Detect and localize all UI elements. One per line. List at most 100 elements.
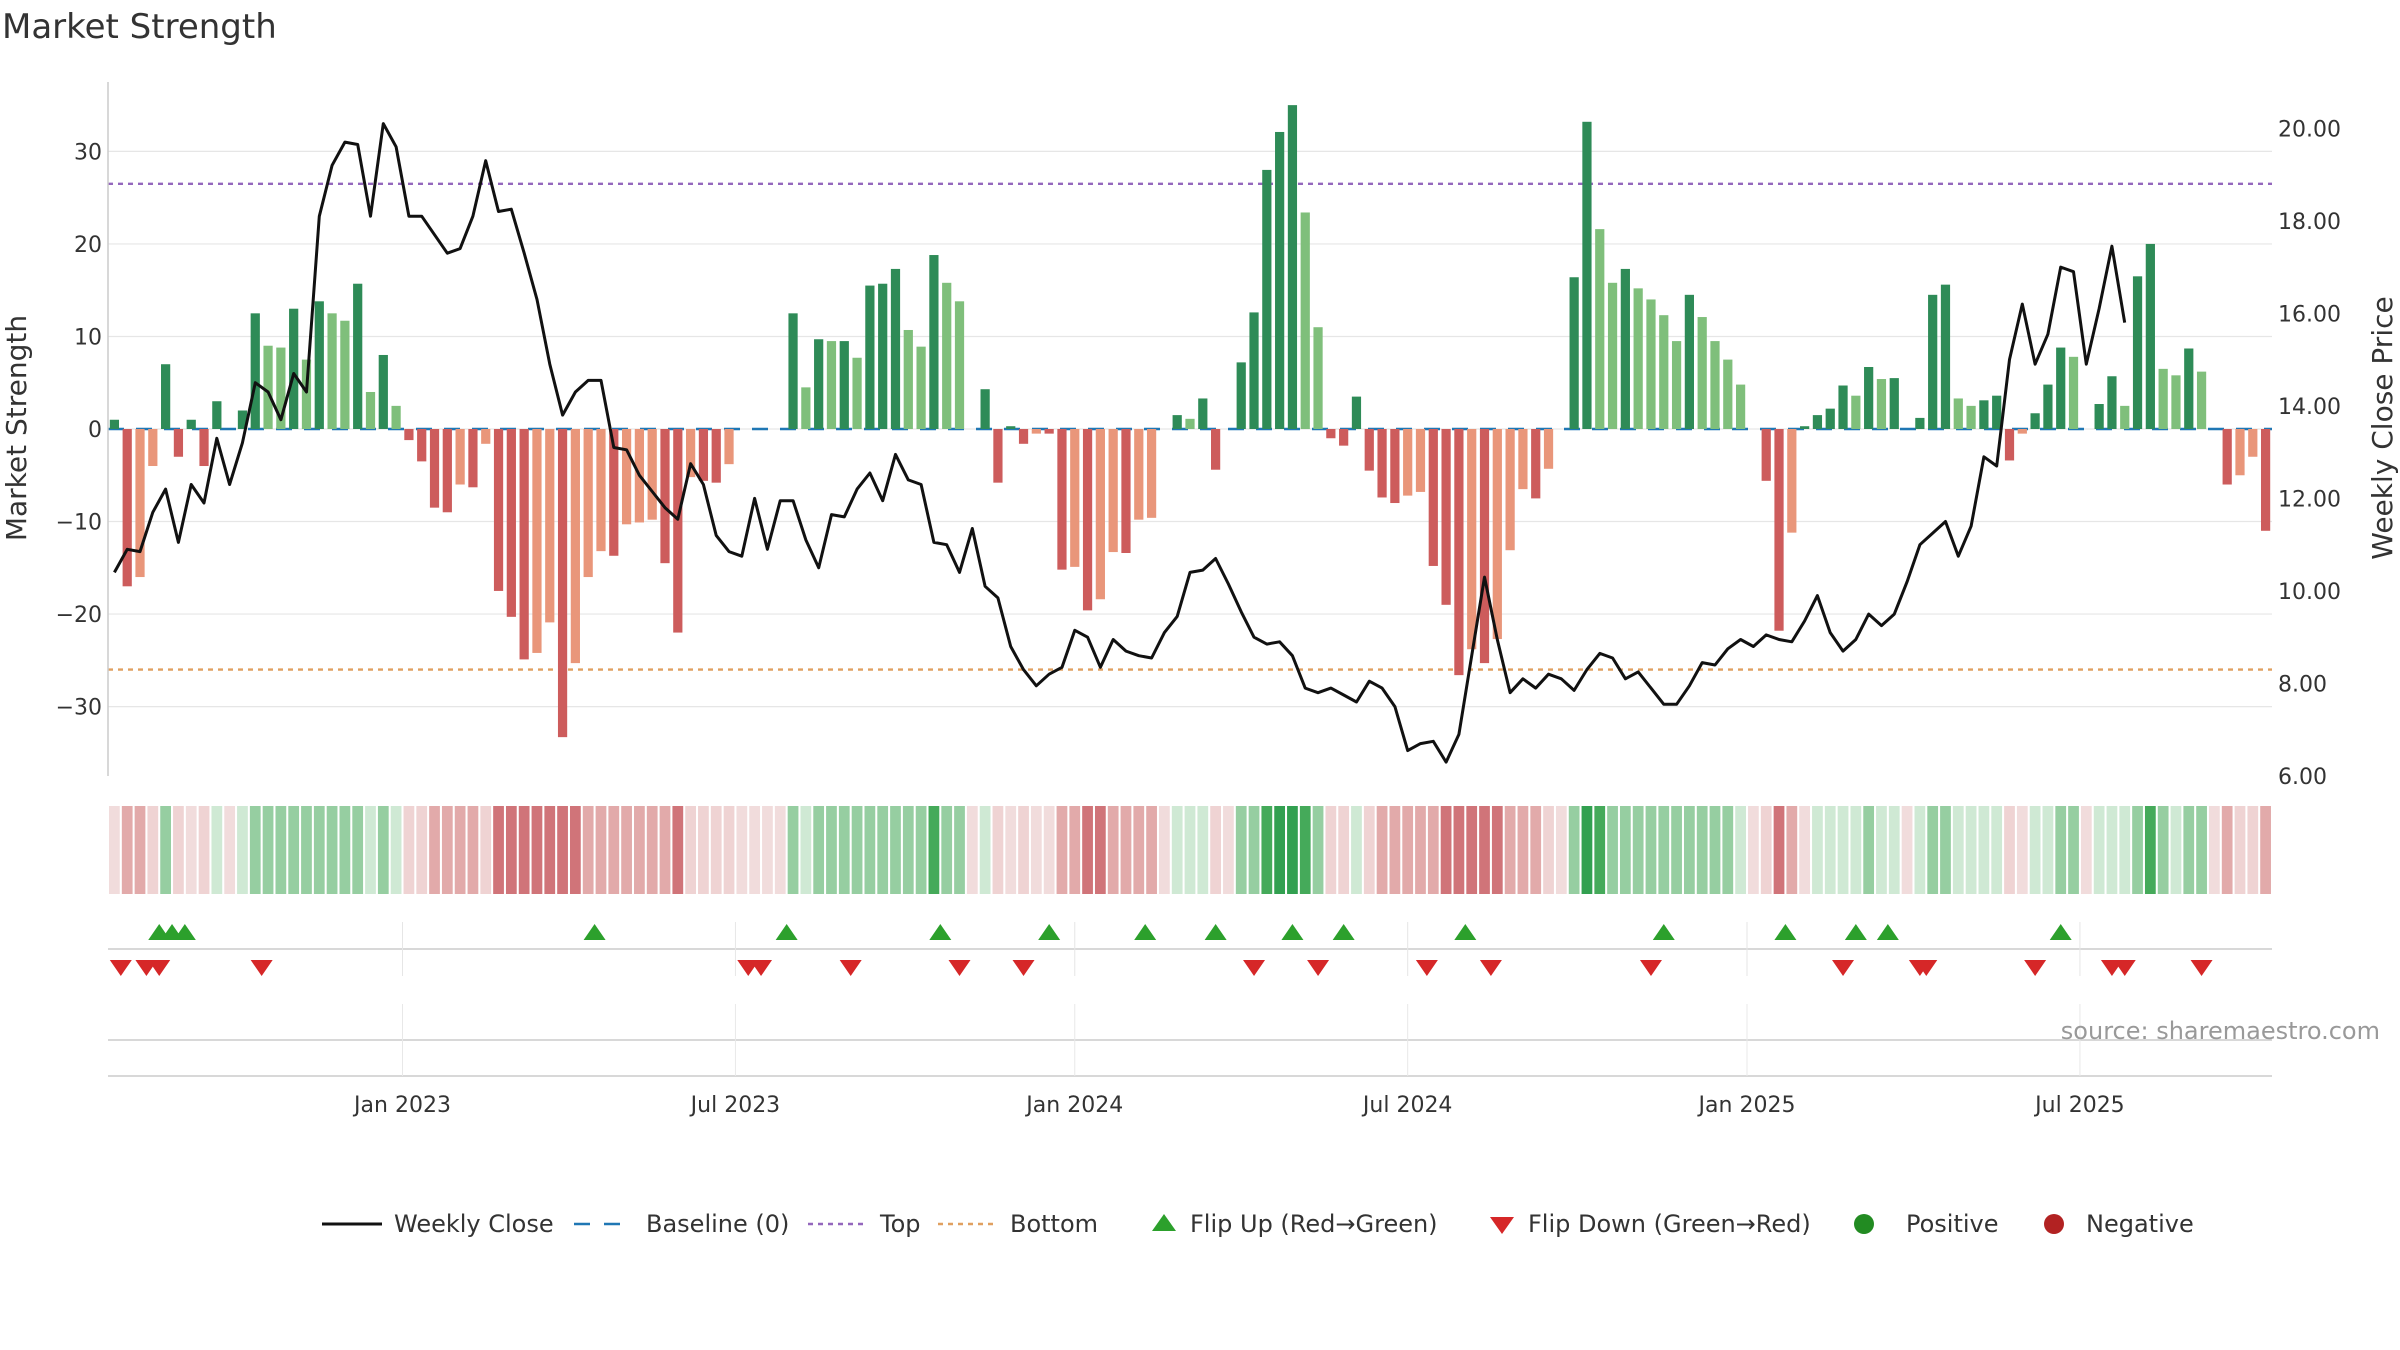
flip-up-marker [1844,924,1867,940]
strength-bar [570,429,580,664]
heat-cell [185,806,197,894]
strength-bar [609,429,619,556]
heat-cell [121,806,133,894]
x-tick-label: Jul 2023 [689,1093,781,1118]
strength-bar [916,346,926,429]
strength-bar [596,429,606,552]
heat-cell [1351,806,1362,894]
legend-label: Negative [2086,1210,2194,1238]
strength-bar [942,282,952,429]
left-axis-title: Market Strength [0,315,33,541]
strength-bar [2017,429,2027,434]
strength-bar [1543,429,1554,469]
heat-cell [864,806,876,894]
strength-bar [801,387,811,429]
heat-cell [2196,806,2207,894]
heat-cell [160,806,171,894]
strength-bar [1454,429,1464,676]
strength-bar [1889,378,1899,429]
heat-cell [954,806,965,894]
legend-label: Bottom [1010,1210,1098,1238]
flip-down-marker [148,960,171,976]
heat-cell [1837,806,1849,894]
strength-bar [1172,415,1182,429]
strength-bar [839,341,849,429]
heat-cell [2093,806,2105,894]
strength-bar [1415,429,1426,492]
strength-bar [109,419,120,429]
heat-cell [979,806,991,894]
strength-bar [545,429,555,623]
heat-cell [1453,806,1465,894]
heat-cell [2004,806,2015,894]
strength-bar [1735,384,1746,429]
flip-down-marker [2024,960,2047,976]
heat-cell [813,806,825,894]
strength-bar [327,313,337,429]
strength-bar [1505,429,1515,551]
flip-down-icon [1490,1217,1514,1234]
flip-down-marker [750,960,773,976]
heat-cell [211,806,223,894]
right-tick-label: 12.00 [2278,487,2341,512]
heat-cell [2170,806,2182,894]
heat-cell [1555,806,1567,894]
left-tick-label: 20 [74,233,102,258]
strength-bar [2107,376,2117,429]
strength-bar [1018,429,1029,444]
heat-cell [1607,806,1618,894]
strength-bar [1108,429,1118,553]
strength-bar [1620,268,1630,429]
x-tick-label: Jan 2024 [1024,1093,1123,1118]
strength-bar [301,359,312,429]
right-tick-label: 10.00 [2278,580,2341,605]
strength-bar [2030,413,2040,429]
heat-cell [2221,806,2233,894]
strength-bars [109,105,2271,738]
strength-bar [250,313,260,429]
heat-cell [1427,806,1439,894]
heat-cell [1069,806,1081,894]
strength-bar [493,429,504,591]
strength-bar [2094,404,2104,429]
heat-cell [1146,806,1157,894]
strength-bar [878,283,888,429]
strength-bar [1864,367,1874,429]
strength-bar [929,255,939,429]
heat-cell [749,806,761,894]
strength-bar [1082,429,1093,611]
heat-cell [1030,806,1042,894]
strength-bar [1249,312,1259,429]
strength-bar [1518,429,1528,490]
heat-cell [2183,806,2195,894]
flip-down-marker [1415,960,1438,976]
positive-dot-icon [1854,1214,1874,1234]
flip-up-marker [1134,924,1157,940]
heat-cell [467,806,479,894]
heat-cell [966,806,978,894]
heat-cell [838,806,850,894]
heat-cell [1850,806,1862,894]
strength-bar [1377,429,1387,498]
heat-cell [698,806,709,894]
strength-bar [1953,398,1963,429]
strength-bar [1236,362,1246,429]
right-tick-label: 20.00 [2278,117,2341,142]
heat-cell [1735,806,1746,894]
strength-bar [2222,429,2232,485]
strength-bar [263,345,273,429]
strength-bar [1364,429,1374,471]
strength-bar [1467,429,1477,650]
heat-cell [723,806,735,894]
weekly-close-line-group [113,122,2127,764]
strength-bar [135,429,145,578]
strength-bar [2171,375,2181,429]
heat-cell [1082,806,1093,894]
flip-down-marker [1307,960,1330,976]
strength-bar [583,429,593,578]
strength-bar [1339,429,1349,446]
heat-cell [941,806,953,894]
strength-bar [1825,408,1835,429]
heat-cell [416,806,428,894]
strength-bar [237,410,248,429]
